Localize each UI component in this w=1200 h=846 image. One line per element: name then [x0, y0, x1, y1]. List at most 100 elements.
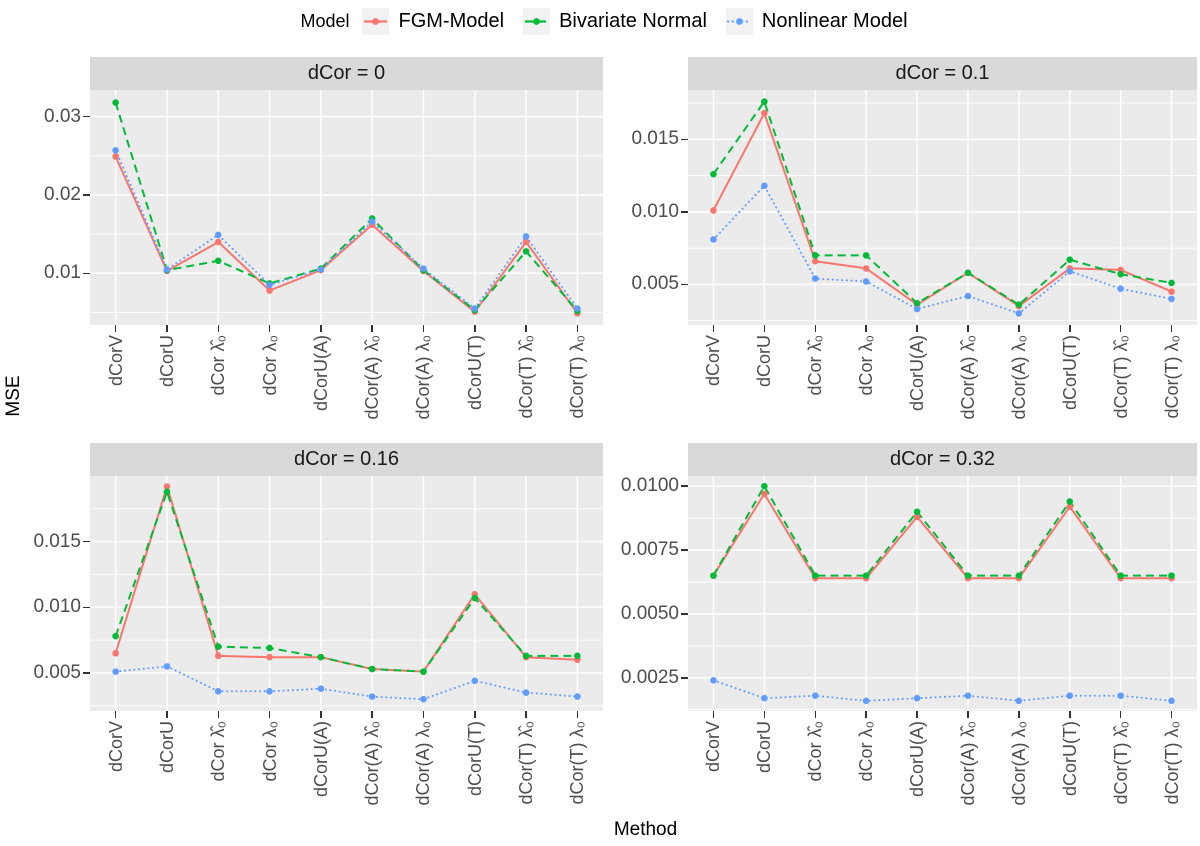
point-bivariate-normal	[1168, 279, 1175, 287]
y-axis-tick	[681, 549, 688, 551]
y-tick-label: 0.015	[631, 128, 679, 150]
point-nonlinear-model	[420, 265, 427, 272]
legend-key-nonlinear-model-icon	[725, 7, 753, 35]
x-axis-tick	[166, 711, 168, 718]
x-axis-tick	[763, 711, 766, 718]
x-axis-tick	[1069, 325, 1071, 332]
point-nonlinear-model	[317, 266, 325, 273]
point-fgm-model	[913, 513, 921, 521]
x-tick-label: dCorU	[156, 335, 177, 388]
x-tick-label: dCorU(T)	[1059, 721, 1080, 796]
point-bivariate-normal	[710, 572, 717, 579]
x-tick-label: dCorU(T)	[1059, 335, 1080, 410]
y-tick-label: 0.0050	[620, 602, 679, 624]
x-axis-tick	[576, 711, 579, 718]
point-nonlinear-model	[317, 685, 325, 692]
facet-strip-dcor-0.16: dCor = 0.16	[90, 443, 603, 476]
x-axis-tick	[967, 325, 969, 332]
x-tick-label: dCor λ₀	[259, 335, 280, 396]
point-nonlinear-model	[163, 266, 171, 273]
point-nonlinear-model	[471, 677, 479, 685]
point-nonlinear-model	[1168, 295, 1175, 303]
point-nonlinear-model	[811, 692, 819, 699]
point-nonlinear-model	[1168, 697, 1175, 705]
point-bivariate-normal	[522, 652, 530, 660]
x-tick-label: dCor(T) λ̂₀	[516, 721, 537, 805]
point-bivariate-normal	[1015, 572, 1023, 579]
x-tick-label: dCor λ̂₀	[805, 721, 826, 782]
point-nonlinear-model	[368, 693, 376, 700]
point-fgm-model	[266, 287, 273, 294]
x-tick-label: dCor(T) λ₀	[567, 335, 588, 419]
point-bivariate-normal	[964, 269, 972, 277]
x-axis-tick	[268, 325, 271, 332]
point-bivariate-normal	[420, 668, 427, 675]
x-axis-tick	[422, 325, 425, 332]
x-axis-tick	[114, 711, 117, 718]
x-axis-tick	[814, 325, 816, 332]
point-bivariate-normal	[214, 643, 222, 650]
x-axis-title: Method	[613, 819, 678, 840]
x-axis-tick	[525, 325, 527, 332]
x-axis-tick	[865, 711, 867, 718]
facet-panel-dcor-0.32: dCor = 0.32	[688, 443, 1197, 711]
point-nonlinear-model	[574, 693, 581, 700]
point-nonlinear-model	[913, 305, 921, 313]
point-fgm-model	[761, 109, 768, 117]
x-axis-tick	[371, 325, 373, 332]
point-nonlinear-model	[420, 695, 427, 703]
point-bivariate-normal	[163, 488, 171, 496]
point-nonlinear-model	[710, 677, 717, 684]
point-nonlinear-model	[163, 663, 171, 670]
y-tick-label: 0.005	[33, 661, 81, 683]
point-nonlinear-model	[862, 278, 870, 285]
x-tick-label: dCorU(A)	[310, 335, 331, 412]
x-axis-tick	[1170, 325, 1173, 332]
x-tick-label: dCor λ̂₀	[208, 335, 229, 396]
point-nonlinear-model	[471, 305, 479, 312]
point-fgm-model	[163, 483, 171, 490]
facet-panel-dcor-0.16: dCor = 0.16	[90, 443, 603, 711]
y-axis-tick	[83, 540, 90, 543]
point-nonlinear-model	[710, 236, 717, 243]
line-fgm-model	[712, 112, 1172, 308]
facet-strip-dcor-0.1: dCor = 0.1	[688, 57, 1197, 90]
x-axis-tick	[916, 325, 918, 332]
x-axis-tick	[217, 711, 219, 718]
y-axis-tick	[681, 677, 688, 679]
y-tick-label: 0.01	[44, 262, 81, 284]
x-tick-label: dCorU(A)	[310, 721, 331, 798]
x-tick-label: dCor λ̂₀	[208, 721, 229, 782]
point-bivariate-normal	[112, 632, 119, 640]
x-axis-tick	[166, 325, 168, 332]
x-tick-label: dCorV	[105, 721, 126, 773]
x-axis-tick	[525, 711, 527, 718]
x-tick-label: dCor λ₀	[856, 335, 877, 396]
x-axis-tick	[320, 711, 322, 718]
x-axis-tick	[217, 325, 219, 332]
point-fgm-model	[214, 652, 222, 660]
point-bivariate-normal	[761, 98, 768, 105]
x-axis-tick	[814, 711, 816, 718]
x-axis-tick	[967, 711, 969, 718]
plot-area-dcor-0	[90, 90, 603, 325]
point-nonlinear-model	[522, 689, 530, 696]
y-axis-tick	[83, 672, 90, 674]
point-nonlinear-model	[574, 305, 581, 312]
point-bivariate-normal	[710, 170, 717, 178]
line-fgm-model	[712, 492, 1172, 580]
point-nonlinear-model	[862, 697, 870, 705]
line-nonlinear-model	[712, 184, 1173, 315]
x-axis-tick	[474, 711, 476, 718]
y-tick-label: 0.005	[631, 273, 679, 295]
point-nonlinear-model	[214, 231, 222, 239]
point-nonlinear-model	[112, 147, 119, 154]
x-axis-tick	[1119, 711, 1122, 718]
x-tick-label: dCor(A) λ₀	[413, 721, 434, 806]
x-tick-label: dCorU(T)	[464, 335, 485, 410]
y-tick-label: 0.02	[44, 183, 81, 205]
facet-strip-dcor-0.32: dCor = 0.32	[688, 443, 1197, 476]
x-tick-label: dCorU	[754, 335, 775, 388]
y-axis-tick	[681, 613, 688, 615]
